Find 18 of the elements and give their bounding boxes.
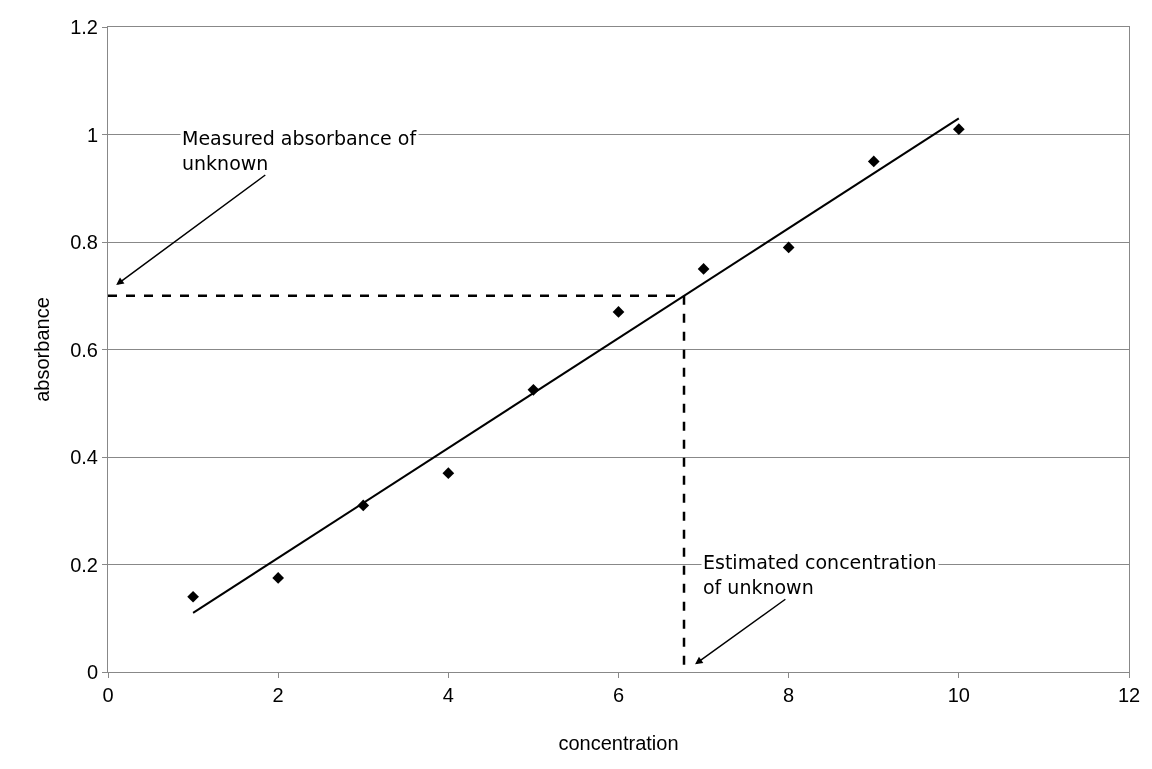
x-tick-label: 2: [272, 684, 284, 706]
y-tick-label: 0: [86, 661, 98, 683]
x-tick-label: 4: [442, 684, 454, 706]
y-tick-label: 0.6: [70, 338, 98, 361]
x-tick-label: 0: [102, 684, 114, 706]
y-tick-label: 0.4: [70, 446, 98, 468]
y-tick-label: 1: [86, 123, 98, 146]
x-tick-label: 12: [1117, 684, 1141, 706]
y-tick-label: 1.2: [70, 16, 98, 38]
annotation: Measured absorbance of unknown: [182, 127, 418, 174]
x-tick-label: 10: [947, 684, 970, 706]
x-axis-title: concentration: [558, 731, 679, 754]
y-tick-label: 0.2: [70, 553, 98, 576]
y-axis-title: absorbance: [30, 297, 53, 402]
y-tick-label: 0.8: [70, 231, 98, 253]
x-tick-label: 6: [612, 684, 625, 706]
annotation: Estimated concentration of unknown: [703, 551, 937, 598]
x-tick-label: 8: [783, 684, 795, 706]
